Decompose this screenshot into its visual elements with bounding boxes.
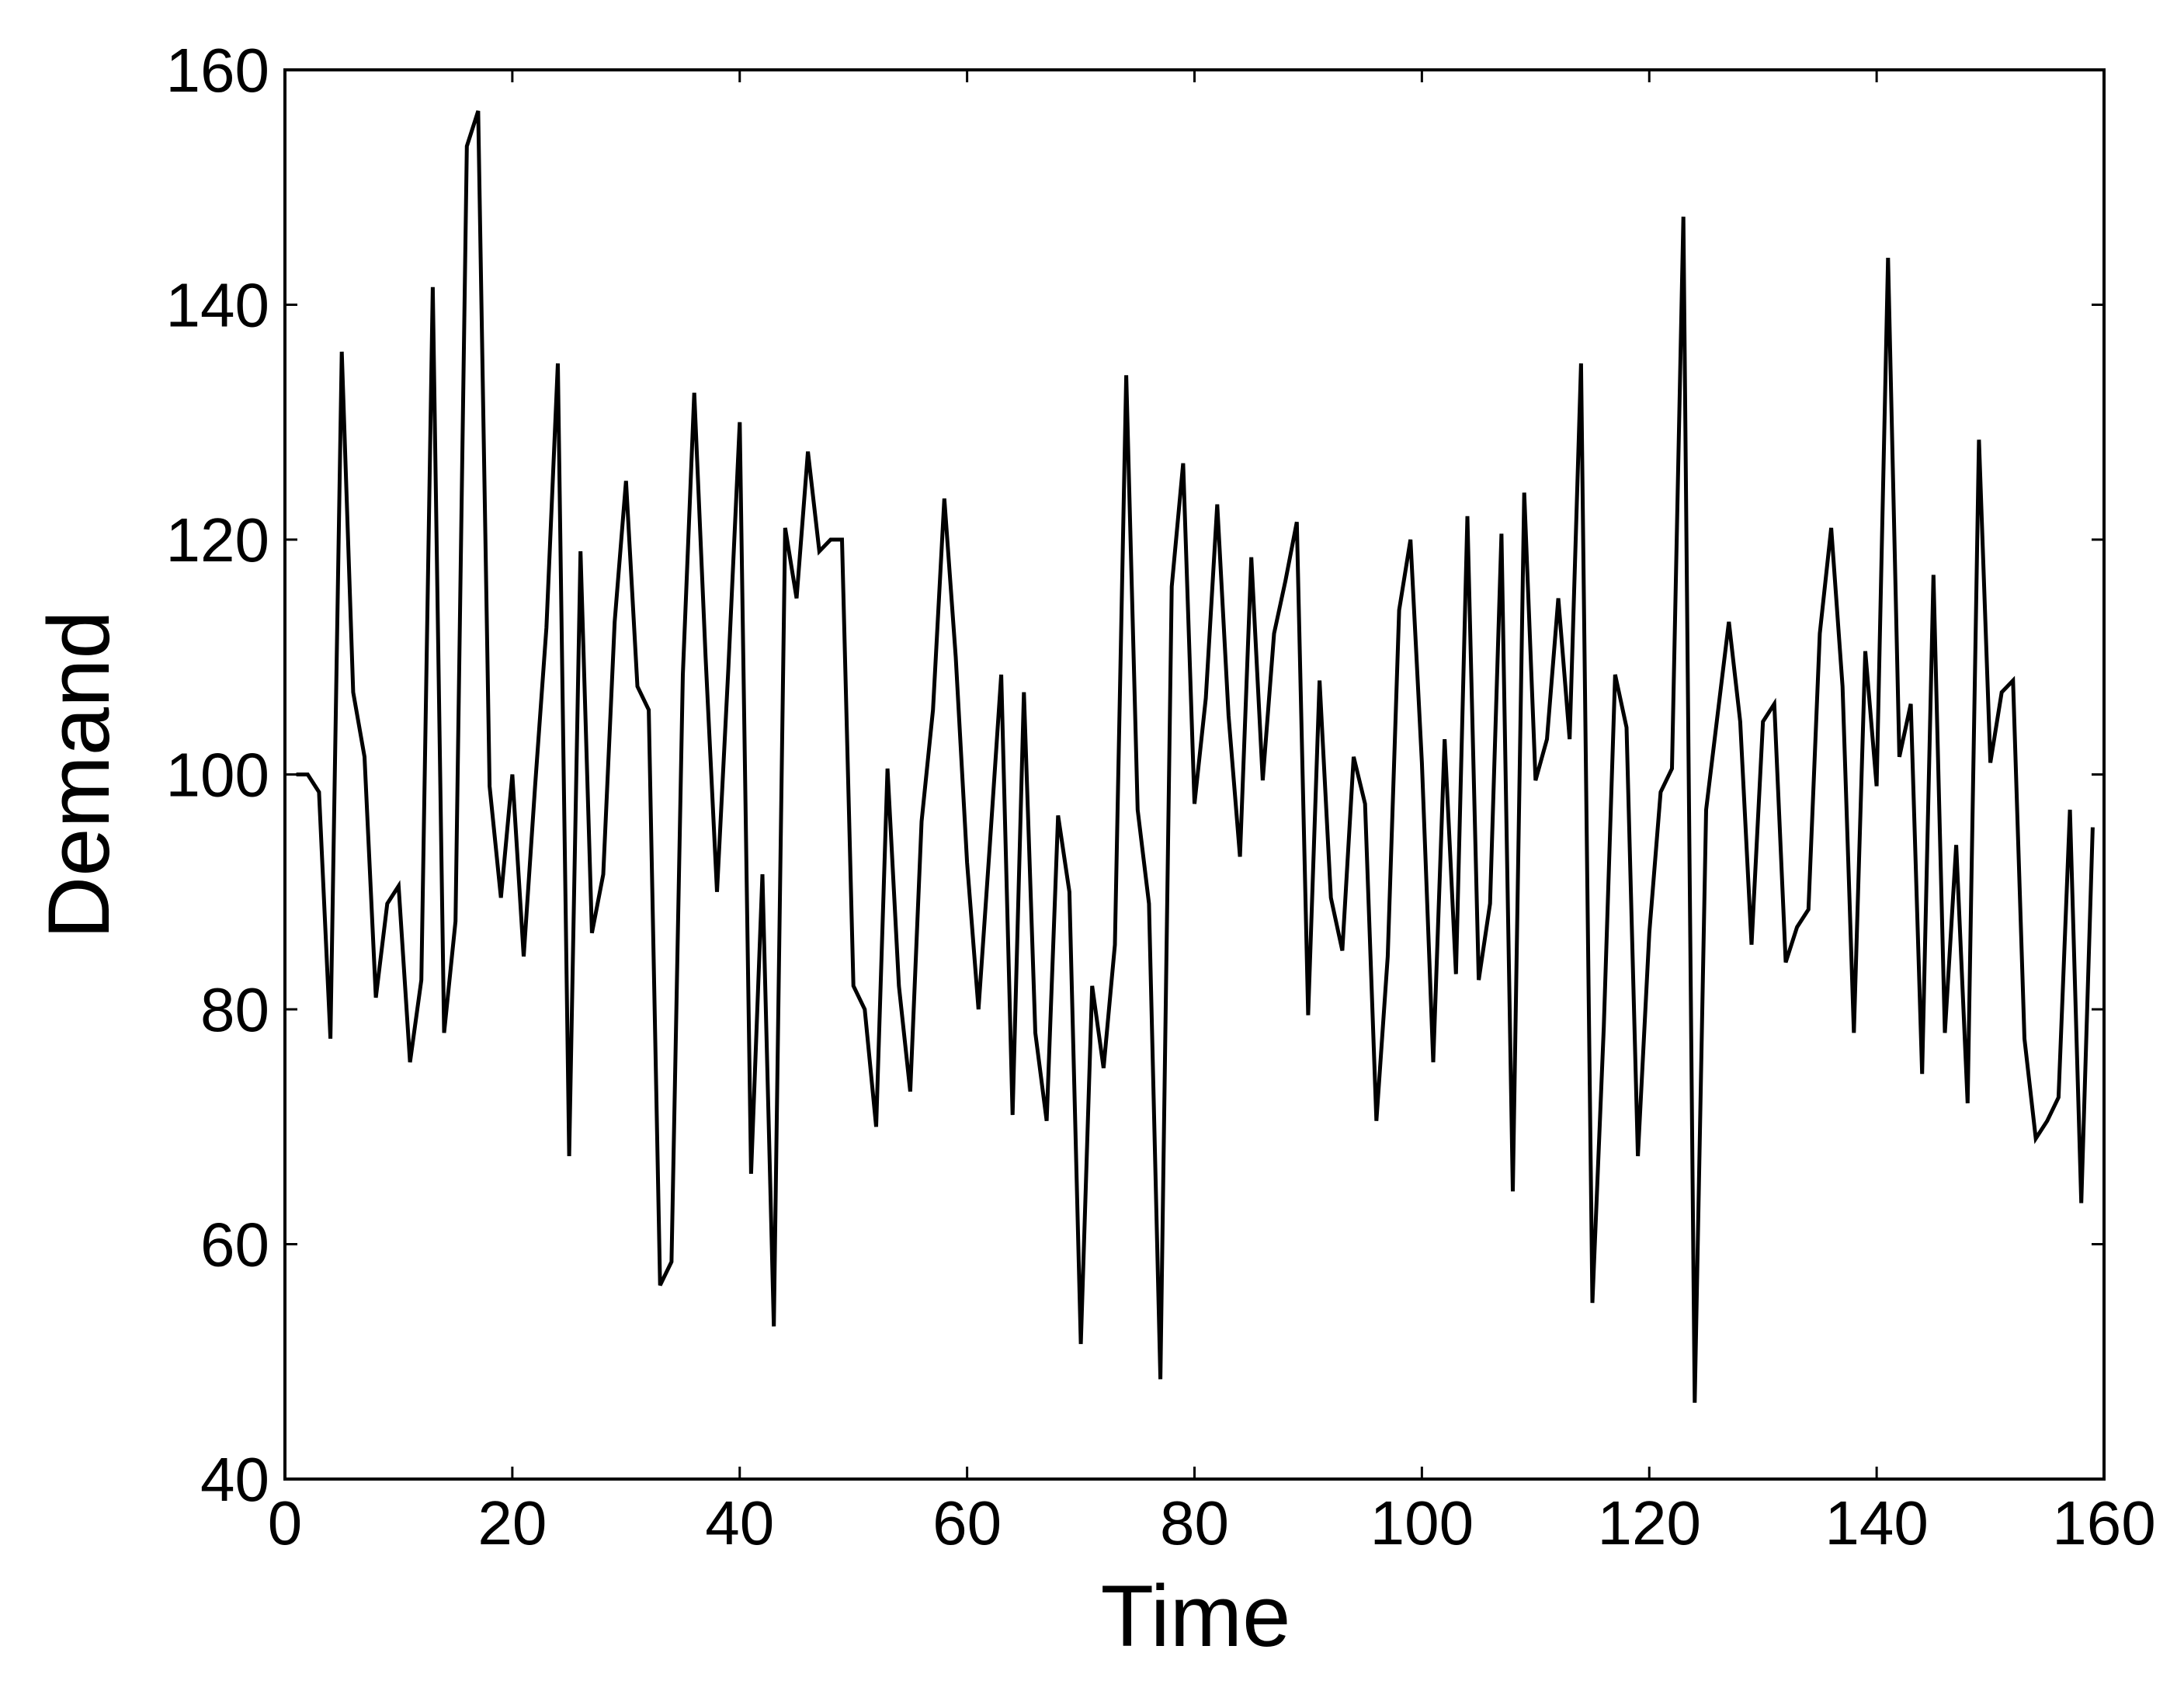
x-tick-label: 0: [268, 1488, 303, 1557]
y-tick-label: 140: [166, 271, 269, 340]
x-tick-label: 160: [2052, 1488, 2155, 1557]
y-tick-label: 60: [200, 1210, 269, 1280]
x-tick-label: 140: [1825, 1488, 1928, 1557]
x-tick-label: 40: [705, 1488, 774, 1557]
y-tick-label: 100: [166, 741, 269, 810]
y-tick-label: 80: [200, 975, 269, 1044]
y-tick-label: 120: [166, 505, 269, 575]
y-tick-label: 40: [200, 1445, 269, 1514]
x-tick-label: 20: [477, 1488, 547, 1557]
y-axis-label: Demand: [30, 610, 127, 939]
x-axis-label: Time: [1101, 1568, 1291, 1665]
x-tick-label: 80: [1160, 1488, 1229, 1557]
data-line: [296, 110, 2095, 1403]
x-tick-label: 60: [932, 1488, 1002, 1557]
x-tick-label: 120: [1598, 1488, 1701, 1557]
y-tick-label: 160: [166, 36, 269, 105]
x-tick-label: 100: [1370, 1488, 1474, 1557]
